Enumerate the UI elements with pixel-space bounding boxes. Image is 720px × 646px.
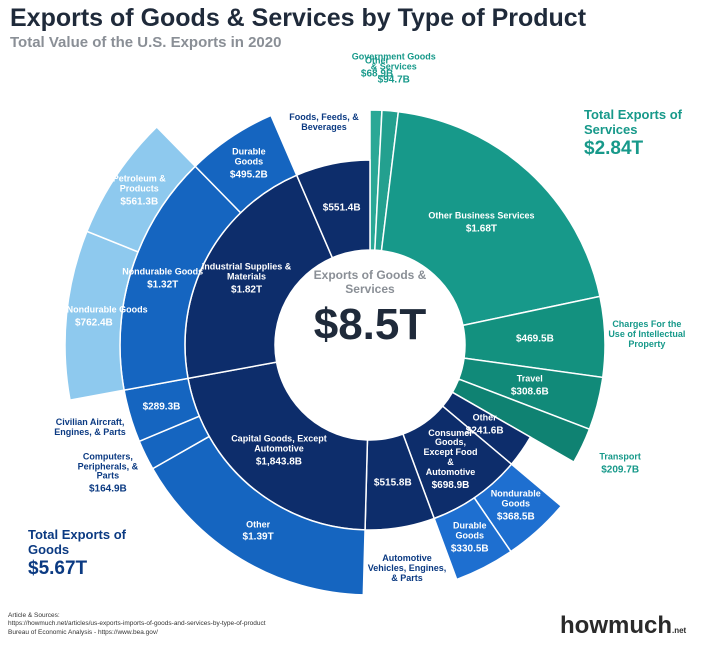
segment-label: Petroleum & Products $561.3B xyxy=(93,173,185,208)
segment-label: Nondurable Goods $1.32T xyxy=(108,266,218,291)
segment-value: $241.6B xyxy=(465,425,504,437)
group-label: Total Exports of Goods $5.67T xyxy=(28,527,128,580)
segment-label: Charges For the Use of Intellectual Prop… xyxy=(604,320,689,350)
segment-name: Consumer Goods, Except Food & Automotive xyxy=(423,427,478,477)
segment-value: $209.7B xyxy=(601,464,640,476)
source: Bureau of Economic Analysis - https://ww… xyxy=(8,628,158,636)
chart-subtitle: Total Value of the U.S. Exports in 2020 xyxy=(10,34,282,51)
segment-value: $68.9B xyxy=(360,68,394,80)
segment-name: Nondurable Goods xyxy=(490,489,541,509)
segment-label: Other Business Services $1.68T xyxy=(426,210,536,235)
segment-label: Other $68.9B xyxy=(335,55,420,80)
segment-label: Other Nondurable Goods $762.4B xyxy=(39,304,149,329)
segment xyxy=(85,125,197,253)
segment-value: $289.3B xyxy=(142,401,181,413)
segment-label: Consumer Goods, Except Food & Automotive… xyxy=(422,427,480,491)
segment-name: Government Goods & Services xyxy=(351,51,436,72)
segment-name: Civilian Aircraft, Engines, & Parts xyxy=(54,417,126,438)
segment-name: Capital Goods, Except Automotive xyxy=(231,433,327,454)
sources: Article & Sources: https://howmuch.net/a… xyxy=(8,612,266,637)
source: https://howmuch.net/articles/us-exports-… xyxy=(8,620,266,628)
segment-name: Other xyxy=(246,519,271,530)
sources-heading: Article & Sources: xyxy=(8,612,60,619)
segment-name: Computers, Peripherals, & Parts xyxy=(77,451,139,482)
segment-value: $762.4B xyxy=(74,317,113,329)
segment xyxy=(295,159,371,259)
segment-name: Other xyxy=(472,412,497,423)
segment xyxy=(194,114,298,214)
group-name: Total Exports of Services xyxy=(584,107,682,137)
segment-value: $698.9B xyxy=(431,479,470,491)
center-label: Exports of Goods & Services xyxy=(313,268,427,296)
center-hole xyxy=(277,252,463,438)
segment-label: Computers, Peripherals, & Parts $164.9B xyxy=(65,451,150,495)
segment-value: $551.4B xyxy=(322,202,361,214)
segment-value: $1.68T xyxy=(465,223,497,235)
segment-label: Transport $209.7B xyxy=(578,451,663,476)
segment-label: Capital Goods, Except Automotive $1,843.8… xyxy=(224,433,334,468)
segment-name: Transport xyxy=(599,451,641,462)
segment-value: $561.3B xyxy=(120,196,159,208)
logo: howmuch.net xyxy=(560,612,686,640)
segment-value: $1.82T xyxy=(230,284,263,296)
segment xyxy=(380,110,601,327)
logo-text: howmuch xyxy=(560,612,672,639)
segment-label: Foods, Feeds, & Beverages xyxy=(282,111,367,133)
segment-value: $1,843.8B xyxy=(255,456,303,468)
segment-value: $94.7B xyxy=(377,74,410,86)
segment-value: $330.5B xyxy=(450,543,489,555)
segment-value: $469.5B xyxy=(515,333,554,345)
group-label: Total Exports of Services $2.84T xyxy=(584,107,694,160)
segment-name: Nondurable Goods xyxy=(122,266,204,277)
segment-label: Durable Goods $495.2B xyxy=(217,146,281,181)
segment-label: Civilian Aircraft, Engines, & Parts xyxy=(48,417,133,438)
segment-name: Other Nondurable Goods xyxy=(40,304,148,315)
logo-suffix: .net xyxy=(672,626,687,635)
segment-value: $164.9B xyxy=(88,483,127,495)
segment-label: Durable Goods $330.5B xyxy=(442,520,497,555)
segment-label: Industrial Supplies & Materials $1.82T xyxy=(192,261,302,296)
group-value: $5.67T xyxy=(28,557,88,579)
center-total: $8.5T xyxy=(313,300,427,349)
group-value: $2.84T xyxy=(584,137,644,159)
segment-value: $1.32T xyxy=(147,279,179,291)
segment-name: Other Business Services xyxy=(428,210,535,221)
segment-name: Durable Goods xyxy=(452,520,487,541)
segment-value: $368.5B xyxy=(496,511,535,523)
segment-name: Durable Goods xyxy=(232,146,266,167)
segment-label: Nondurable Goods $368.5B xyxy=(488,489,543,523)
group-name: Total Exports of Goods xyxy=(28,527,126,557)
segment-name: Charges For the Use of Intellectual Prop… xyxy=(608,319,686,350)
segment-name: Other xyxy=(365,55,390,66)
segment-name: Petroleum & Products xyxy=(112,173,166,194)
segment-label: Travel $308.6B xyxy=(502,373,557,398)
chart-title: Exports of Goods & Services by Type of P… xyxy=(10,4,587,32)
segment-value: $495.2B xyxy=(229,169,268,181)
segment xyxy=(433,496,512,581)
segment-label: Other $241.6B xyxy=(457,412,512,437)
segment-name: Travel xyxy=(516,373,543,384)
segment-label: Automotive Vehicles, Engines, & Parts xyxy=(365,553,450,584)
segment-value: $308.6B xyxy=(510,386,549,398)
segment-name: Automotive Vehicles, Engines, & Parts xyxy=(367,553,447,583)
segment-value: $1.39T xyxy=(242,531,274,543)
segment-value: $515.8B xyxy=(373,477,412,489)
segment-label: Government Goods & Services $94.7B xyxy=(351,51,436,86)
segment-label: Other $1.39T xyxy=(203,519,313,543)
segment-name: Industrial Supplies & Materials xyxy=(201,261,292,282)
segment-name: Foods, Feeds, & Beverages xyxy=(289,111,359,132)
